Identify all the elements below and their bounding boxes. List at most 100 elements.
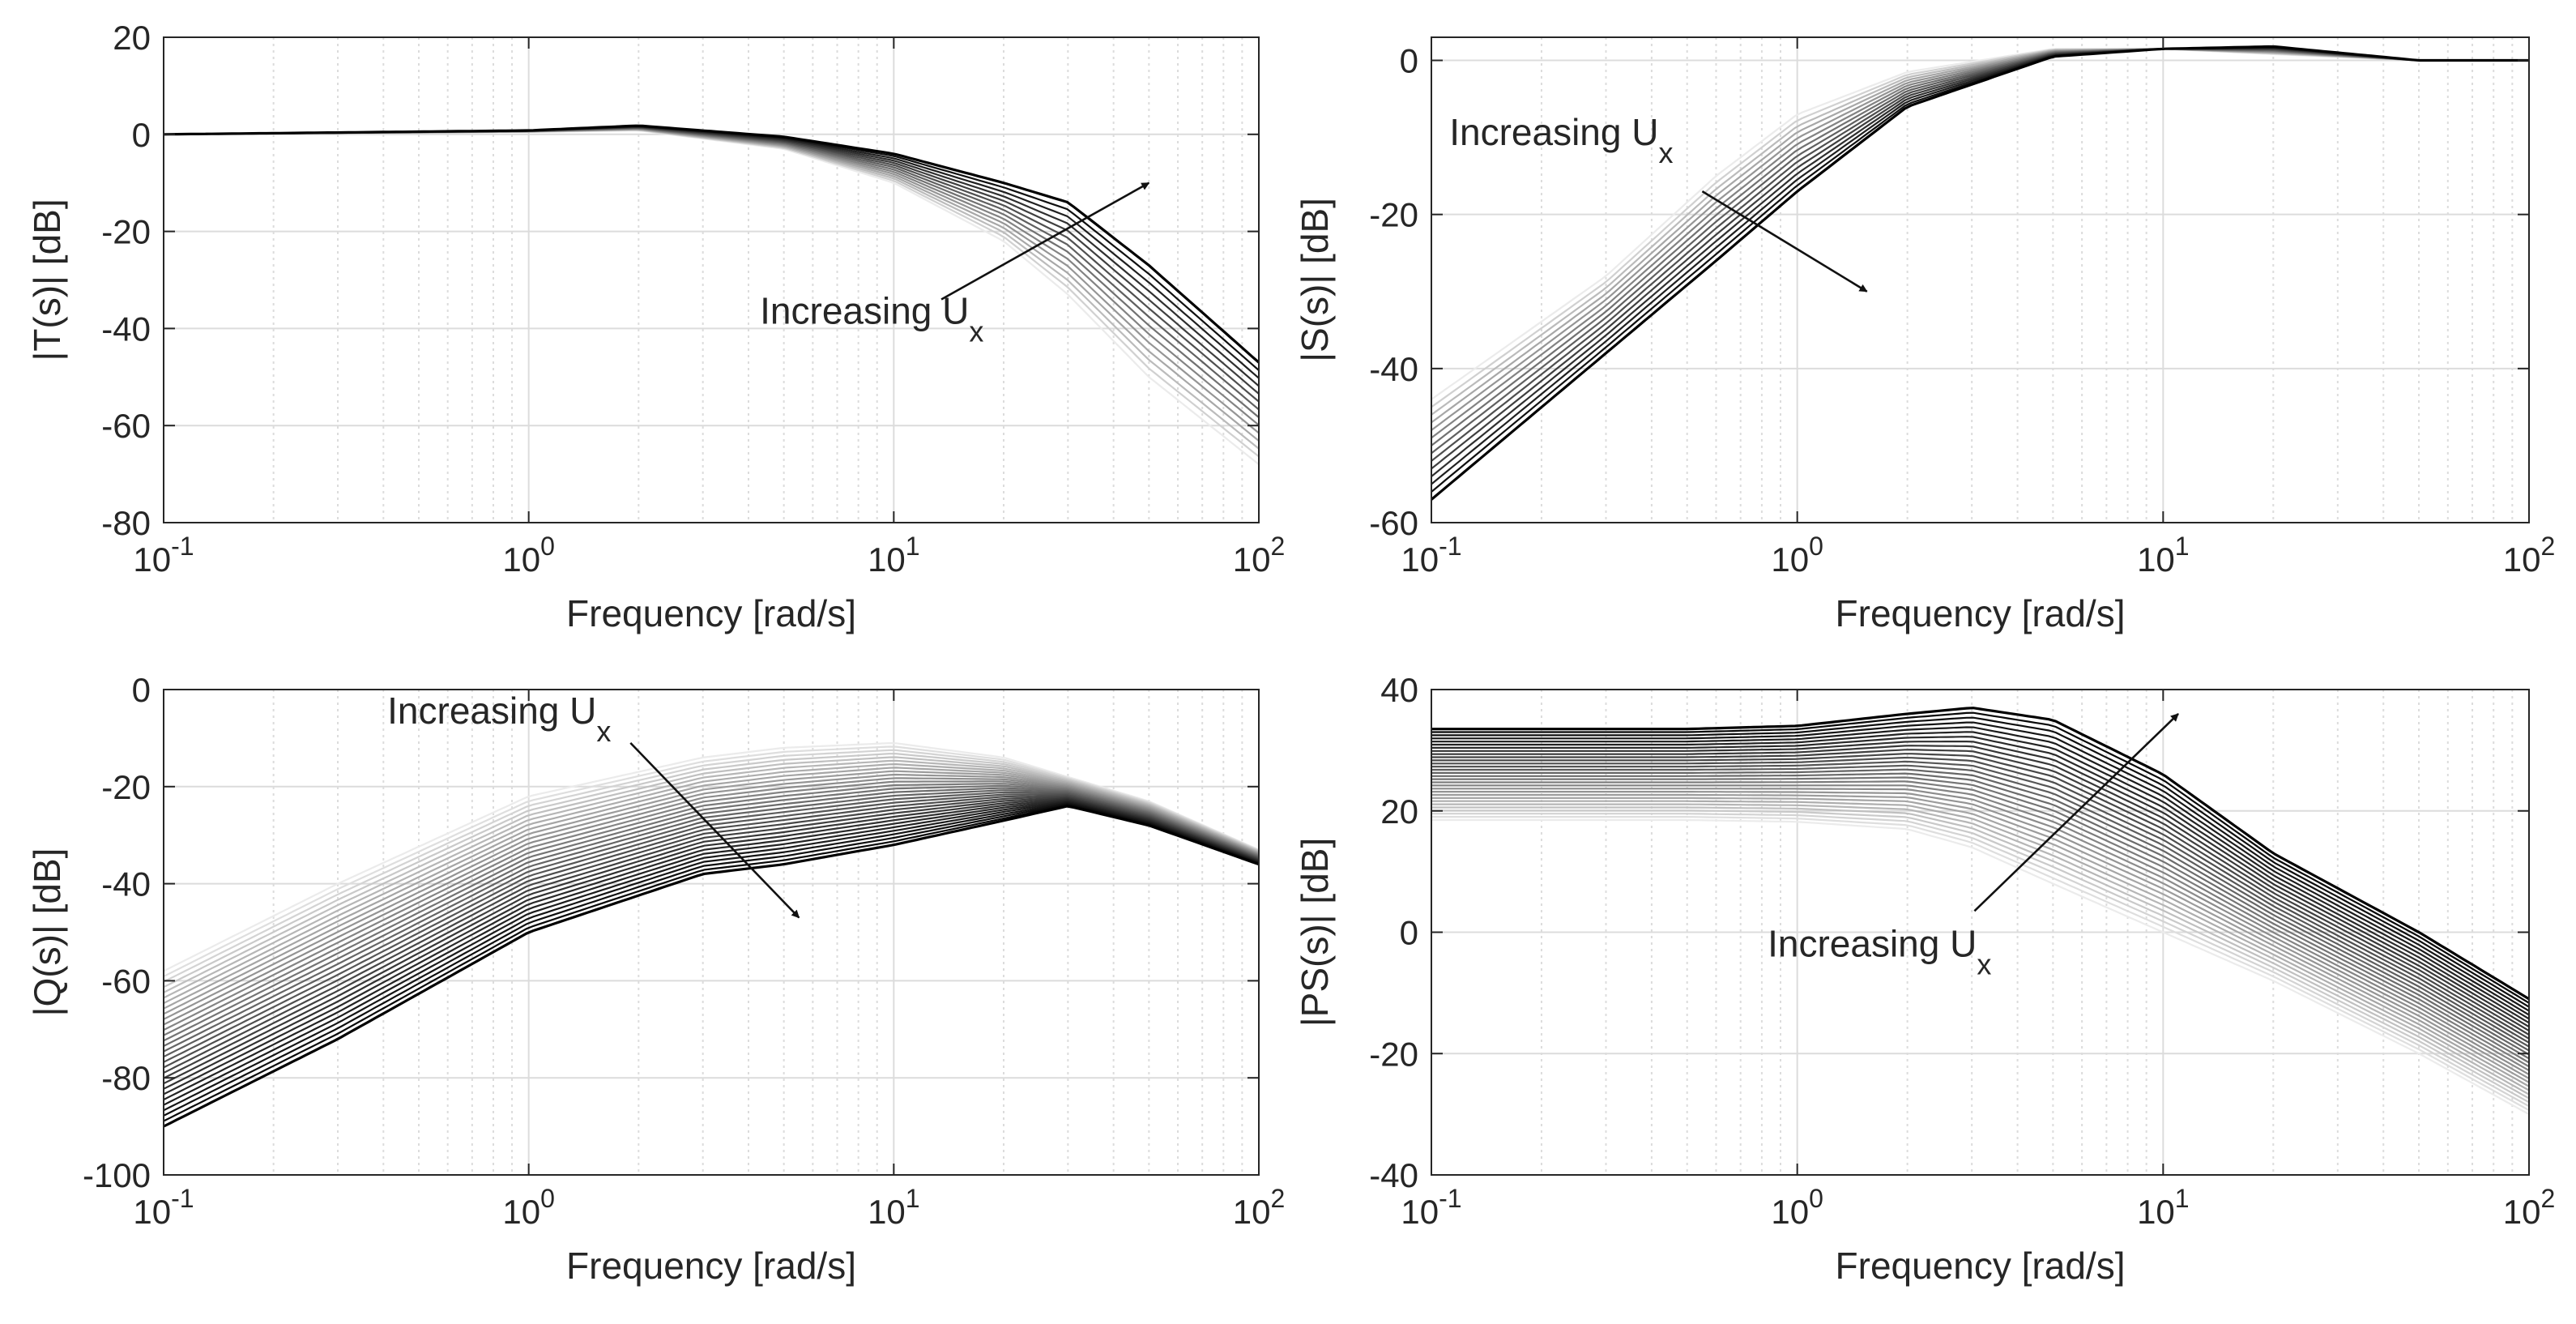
series-line [164, 128, 1259, 442]
y-tick-label: 20 [1380, 792, 1418, 831]
series-line [164, 767, 1259, 1010]
series-line [1431, 806, 2529, 1100]
series-group [1431, 45, 2529, 501]
series-line [1431, 776, 2529, 1064]
series-line [164, 787, 1259, 1047]
series-line [1431, 45, 2529, 501]
series-line [1431, 711, 2529, 1004]
annotation-arrow [1973, 713, 2179, 912]
series-line [1431, 772, 2529, 1060]
series-line [164, 789, 1259, 1053]
y-tick-label: -20 [101, 768, 151, 806]
series-line [164, 753, 1259, 989]
series-line [164, 129, 1259, 465]
series-line [1431, 736, 2529, 1024]
y-tick-label: -40 [101, 310, 151, 348]
x-axis-label: Frequency [rad/s] [566, 1245, 856, 1287]
x-tick-label: 10-1 [133, 1184, 194, 1231]
y-tick-label: -40 [1369, 350, 1418, 388]
y-tick-label: -40 [1369, 1156, 1418, 1194]
series-line [164, 770, 1259, 1015]
series-line [164, 805, 1259, 1128]
y-tick-label: 0 [132, 116, 151, 154]
series-line [164, 792, 1259, 1063]
series-line [1431, 48, 2529, 408]
series-line [164, 794, 1259, 1069]
series-line [164, 756, 1259, 993]
x-tick-label: 101 [2137, 532, 2190, 579]
panel-t: 10-1 100 101 102 20 0 -20 -40 -60 -80 Frequency [r… [26, 19, 1285, 634]
series-line [164, 796, 1259, 1079]
series-line [1431, 741, 2529, 1028]
series-line [164, 745, 1259, 977]
x-tick-label: 101 [2137, 1184, 2190, 1231]
series-line [1431, 816, 2529, 1112]
series-line [164, 741, 1259, 972]
series-line [1431, 784, 2529, 1072]
panel-q: 10-1 100 101 102 0 -20 -40 -60 -80 -100 Frequency … [26, 671, 1285, 1287]
series-line [164, 800, 1259, 1101]
y-tick-label: 0 [132, 671, 151, 709]
series-line [164, 802, 1259, 1112]
series-line [1431, 721, 2529, 1012]
series-line [1431, 749, 2529, 1036]
tick-marks [163, 36, 1260, 523]
tick-marks [163, 689, 1260, 1176]
x-tick-label: 100 [502, 1184, 555, 1231]
series-group [164, 124, 1259, 465]
y-tick-label: -40 [101, 865, 151, 903]
annotation-label: Increasing Ux [387, 690, 611, 748]
x-tick-label: 10-1 [1401, 1184, 1461, 1231]
series-line [164, 777, 1259, 1026]
plot-layer: 10-1 100 101 102 20 0 -20 -40 -60 -80 Frequency [r… [26, 19, 2555, 1287]
series-line [1431, 753, 2529, 1040]
y-tick-label: -20 [1369, 196, 1418, 234]
series-line [1431, 48, 2529, 439]
series-line [1431, 726, 2529, 1016]
y-tick-label: -100 [83, 1156, 151, 1194]
series-line [1431, 48, 2529, 424]
series-line [1431, 707, 2529, 1001]
tick-marks [1431, 689, 2530, 1176]
x-tick-label: 102 [2503, 532, 2556, 579]
series-group [164, 741, 1259, 1128]
series-line [1431, 48, 2529, 446]
series-line [164, 803, 1259, 1117]
y-tick-label: 0 [1400, 42, 1418, 80]
series-line [1431, 756, 2529, 1044]
series-line [1431, 797, 2529, 1087]
series-line [164, 780, 1259, 1031]
annotation-label: Increasing Ux [760, 289, 983, 348]
annotation-label: Increasing Ux [1449, 111, 1673, 169]
series-line [164, 126, 1259, 403]
x-tick-label: 102 [2503, 1184, 2556, 1231]
annotation-label: Increasing Ux [1768, 922, 1991, 980]
y-tick-label: 0 [1400, 914, 1418, 952]
y-tick-label: -80 [101, 504, 151, 542]
series-line [164, 749, 1259, 983]
series-line [1431, 764, 2529, 1052]
series-line [164, 759, 1259, 999]
y-tick-label: -20 [101, 213, 151, 251]
axes-box [1431, 36, 2530, 523]
y-tick-label: -60 [101, 962, 151, 1000]
panel-s: 10-1 100 101 102 0 -20 -40 -60 Frequency [rad/s]… [1294, 36, 2556, 634]
series-line [1431, 780, 2529, 1068]
series-line [1431, 48, 2529, 455]
series-line [164, 128, 1259, 450]
axes-box [163, 36, 1260, 523]
series-line [164, 126, 1259, 387]
x-tick-label: 100 [1771, 532, 1823, 579]
series-group [1431, 707, 2529, 1116]
axes-box [163, 689, 1260, 1176]
x-tick-label: 102 [1233, 1184, 1286, 1231]
series-line [164, 795, 1259, 1074]
x-tick-label: 101 [868, 532, 920, 579]
x-tick-label: 101 [868, 1184, 920, 1231]
panel-ps: 10-1 100 101 102 40 20 0 -20 -40 Frequency [rad/s… [1294, 671, 2555, 1287]
series-line [1431, 793, 2529, 1083]
series-line [1431, 745, 2529, 1032]
y-axis-label: |S(s)| [dB] [1294, 198, 1336, 362]
y-tick-label: -20 [1369, 1035, 1418, 1073]
series-line [164, 128, 1259, 434]
